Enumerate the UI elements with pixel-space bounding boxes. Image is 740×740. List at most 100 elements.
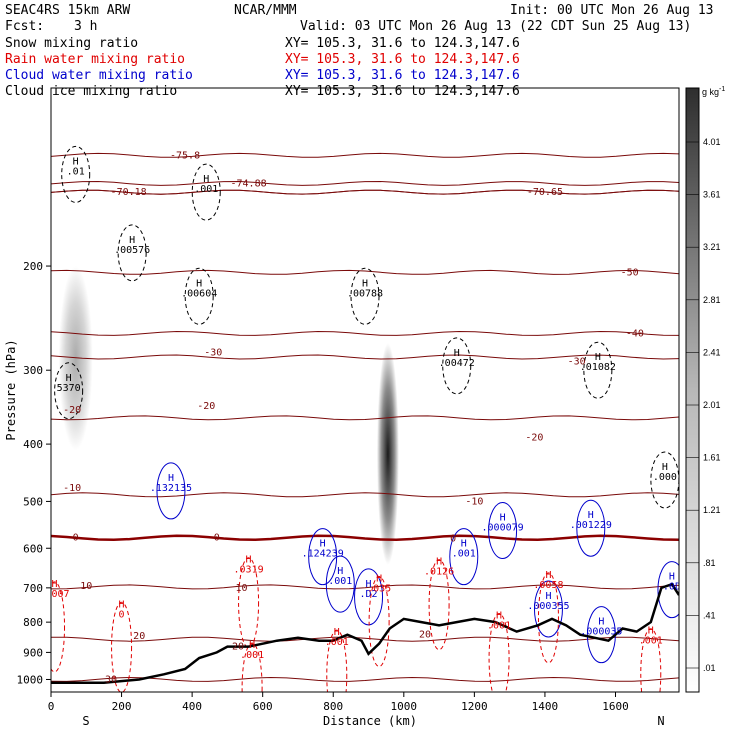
rain-contour bbox=[640, 628, 662, 692]
org-label: NCAR/MMM bbox=[234, 3, 297, 18]
isotherm-line bbox=[51, 584, 679, 590]
x-tick-label: 400 bbox=[182, 700, 202, 713]
isotherm-label: 10 bbox=[235, 583, 247, 594]
isotherm-label: 30 bbox=[105, 674, 117, 685]
rain-contour bbox=[238, 557, 260, 649]
isotherm-label: -10 bbox=[63, 483, 81, 494]
colorbar-label: 3.21 bbox=[703, 242, 721, 252]
rain-maximum-value: .035 bbox=[367, 583, 391, 594]
maximum-marker-h: H bbox=[73, 156, 79, 167]
y-tick-label: 1000 bbox=[17, 673, 44, 686]
snow-maximum-value: .001 bbox=[194, 184, 218, 195]
cloud-maximum-value: .001 bbox=[328, 576, 352, 587]
rain-maximum-value: 0 bbox=[119, 609, 125, 620]
rain-contour bbox=[51, 581, 66, 673]
isotherm-label: 20 bbox=[419, 630, 431, 641]
plot-frame bbox=[50, 87, 680, 693]
snow-contour bbox=[191, 163, 221, 221]
rain-maximum-value: .001 bbox=[487, 620, 511, 631]
maximum-marker-h: H bbox=[52, 579, 58, 590]
snow-maximum-value: .00788 bbox=[347, 288, 383, 299]
end-label-north: N bbox=[657, 714, 664, 728]
maximum-marker-h: H bbox=[545, 570, 551, 581]
rain-contour bbox=[428, 559, 450, 651]
cloud-contour bbox=[325, 555, 355, 613]
rain-maximum-value: .001 bbox=[240, 650, 264, 661]
colorbar-label: 1.21 bbox=[703, 505, 721, 515]
isotherm-line bbox=[51, 354, 679, 360]
cloud-maximum-value: .000035 bbox=[580, 627, 622, 638]
cloud-maximum-value: .001 bbox=[452, 549, 476, 560]
maximum-marker-h: H bbox=[454, 348, 460, 359]
fcst-value: 3 h bbox=[74, 19, 97, 34]
snow-contour bbox=[583, 341, 613, 399]
legend-cloud-xy: XY= 105.3, 31.6 to 124.3,147.6 bbox=[285, 68, 520, 83]
isotherm-label: -20 bbox=[63, 405, 81, 416]
isotherm-label: -20 bbox=[525, 433, 543, 444]
isotherm-line bbox=[51, 636, 679, 642]
colorbar-label: .01 bbox=[703, 663, 716, 673]
isotherm-line bbox=[51, 189, 679, 195]
snow-contour bbox=[442, 337, 472, 395]
isotherm-label: -40 bbox=[626, 328, 644, 339]
isotherm-line bbox=[51, 180, 679, 186]
snow-shading-layer bbox=[58, 266, 399, 565]
isotherm-line bbox=[51, 269, 679, 275]
cloud-maximum-value: .D2 bbox=[359, 589, 377, 600]
isotherm-label: -30 bbox=[204, 347, 222, 358]
cloud-contour bbox=[354, 568, 384, 626]
maximum-marker-h: H bbox=[249, 640, 255, 651]
maximum-marker-h: H bbox=[461, 539, 467, 550]
legend-rain-xy: XY= 105.3, 31.6 to 124.3,147.6 bbox=[285, 52, 520, 67]
colorbar-unit: g kg-1 bbox=[702, 86, 725, 97]
y-tick-label: 300 bbox=[23, 364, 43, 377]
y-tick-label: 800 bbox=[23, 616, 43, 629]
y-tick-label: 700 bbox=[23, 582, 43, 595]
isotherm-line bbox=[51, 415, 679, 421]
maximum-marker-h: H bbox=[598, 617, 604, 628]
x-axis-title: Distance (km) bbox=[323, 714, 417, 728]
cloud-maximum-value: .124239 bbox=[302, 549, 344, 560]
rain-maximum-value: .001 bbox=[639, 636, 663, 647]
cloud-contour bbox=[657, 561, 679, 619]
y-tick-label: 900 bbox=[23, 646, 43, 659]
colorbar: g kg-1 4.01 3.61 3.21 2.81 2.41 2.01 1.61 1.21.… bbox=[685, 86, 725, 693]
legend-rain-name: Rain water mixing ratio bbox=[5, 52, 185, 67]
snow-contour bbox=[350, 267, 380, 325]
end-label-south: S bbox=[82, 714, 89, 728]
isotherm-line bbox=[51, 676, 679, 682]
snow-shading-column bbox=[376, 343, 399, 565]
cloud-contour bbox=[449, 528, 479, 586]
y-tick-label: 200 bbox=[23, 260, 43, 273]
colorbar-label: 3.61 bbox=[703, 190, 721, 200]
colorbar-labels: 4.01 3.61 3.21 2.81 2.41 2.01 1.61 1.21 .81 .41 .0… bbox=[686, 137, 721, 673]
cloud-contour bbox=[156, 462, 186, 520]
valid-time: Valid: 03 UTC Mon 26 Aug 13 (22 CDT Sun … bbox=[300, 19, 691, 34]
maximum-marker-h: H bbox=[362, 278, 368, 289]
contour-labels: -75.8-74.88-70.65-70.18-60-50-40-30-30-2… bbox=[51, 150, 679, 685]
isotherm-line bbox=[51, 152, 679, 158]
isotherm-line bbox=[51, 492, 679, 498]
maximum-marker-h: H bbox=[203, 174, 209, 185]
colorbar-label: 2.81 bbox=[703, 295, 721, 305]
isotherm-label: 20 bbox=[133, 631, 145, 642]
legend-snow-xy: XY= 105.3, 31.6 to 124.3,147.6 bbox=[285, 36, 520, 51]
colorbar-label: 1.61 bbox=[703, 453, 721, 463]
isotherm-label: 0 bbox=[214, 532, 220, 543]
rain-maximum-value: .001 bbox=[325, 637, 349, 648]
colorbar-label: .41 bbox=[703, 610, 716, 620]
x-tick-label: 1400 bbox=[532, 700, 559, 713]
fcst-label: Fcst: bbox=[5, 19, 44, 34]
maximum-marker-h: H bbox=[66, 373, 72, 384]
legend-ice-xy: XY= 105.3, 31.6 to 124.3,147.6 bbox=[285, 84, 520, 99]
isotherm-label: -20 bbox=[197, 401, 215, 412]
snow-contour bbox=[184, 267, 214, 325]
maximum-marker-h: H bbox=[662, 462, 668, 473]
snow-contour bbox=[117, 224, 147, 282]
x-tick-label: 800 bbox=[323, 700, 343, 713]
colorbar-ramp bbox=[685, 87, 700, 693]
rain-contour bbox=[326, 629, 348, 692]
legend: Snow mixing ratio XY= 105.3, 31.6 to 124… bbox=[5, 36, 520, 99]
x-tick-label: 1000 bbox=[391, 700, 418, 713]
ice-contour bbox=[61, 145, 91, 203]
